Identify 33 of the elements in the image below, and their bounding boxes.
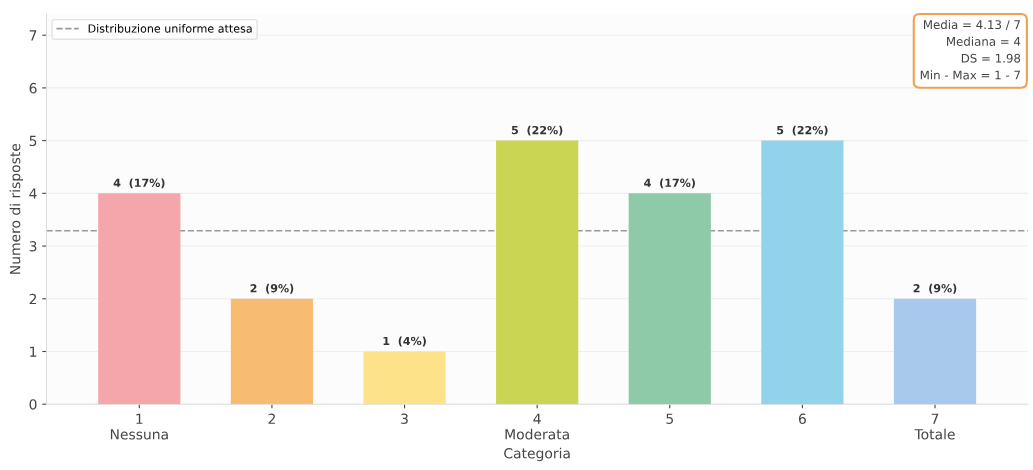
x-tick-label: 2	[268, 413, 275, 424]
x-tick-label: 1 Nessuna	[110, 413, 168, 440]
legend-label: Distribuzione uniforme attesa	[88, 24, 252, 33]
x-axis-title: Categoria	[504, 447, 570, 462]
y-tick-label: 1	[30, 346, 37, 357]
data-label: 5 (22%)	[511, 125, 563, 136]
y-tick-label: 7	[29, 30, 37, 41]
data-label: 2 (9%)	[913, 283, 957, 294]
data-label: 2 (9%)	[250, 283, 294, 294]
y-tick-label: 0	[29, 399, 37, 410]
y-tick-label: 2	[29, 293, 37, 305]
bar	[761, 140, 844, 405]
bar	[230, 298, 314, 405]
bar	[628, 193, 711, 405]
annotation: Media = 4.13 / 7 Mediana = 4 DS = 1.98 Min - Max = 1 - 7	[920, 19, 1021, 80]
data-label: 4 (17%)	[644, 178, 695, 189]
x-tick-label: 7 Totale	[914, 413, 955, 440]
x-tick-label: 3	[401, 413, 408, 424]
data-label: 4 (17%)	[113, 178, 165, 189]
bar	[98, 193, 181, 405]
y-tick-label: 4	[29, 188, 37, 199]
x-tick-label: 6	[798, 413, 806, 424]
x-tick-label: 4 Moderata	[505, 413, 569, 440]
bar	[496, 140, 579, 405]
x-tick-label: 5	[666, 413, 673, 424]
data-label: 5 (22%)	[777, 125, 828, 136]
y-tick-label: 5	[29, 135, 37, 147]
bar	[363, 351, 446, 405]
bar	[893, 298, 977, 405]
data-label: 1 (4%)	[383, 336, 426, 347]
y-tick-label: 3	[29, 241, 37, 252]
y-tick-label: 6	[29, 82, 37, 94]
y-axis-title: Numero di risposte	[9, 143, 24, 274]
